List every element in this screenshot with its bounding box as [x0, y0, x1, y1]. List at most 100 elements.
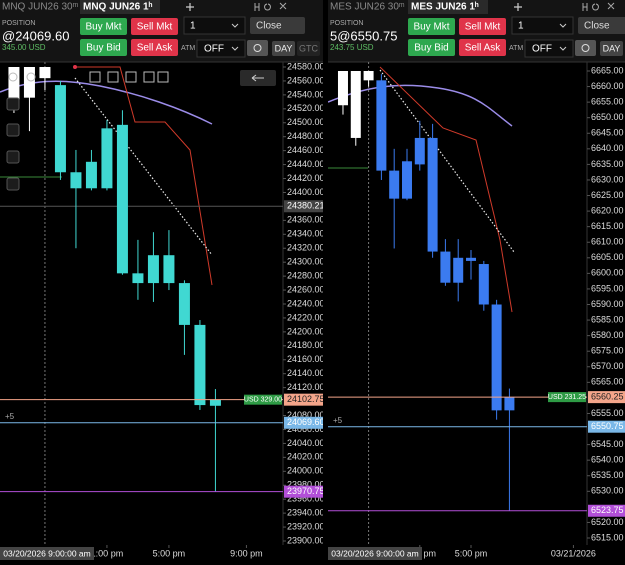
button-label[interactable]: Buy Mkt: [413, 22, 449, 33]
y-tick-label: 24160.00: [287, 354, 325, 364]
tif-button[interactable]: [272, 41, 295, 56]
button-label[interactable]: Sell Ask: [465, 43, 502, 54]
button[interactable]: [80, 18, 127, 35]
button[interactable]: [459, 18, 506, 35]
y-tick-label: 6615.00: [591, 221, 624, 231]
y-tick-label: 6540.00: [591, 455, 624, 465]
y-tick-label: 24060.00: [287, 424, 325, 434]
candle-body: [39, 67, 51, 79]
button-label[interactable]: Buy Bid: [86, 43, 120, 54]
quantity-box[interactable]: [511, 16, 574, 35]
tif-label[interactable]: DAY: [275, 43, 293, 53]
trend-line: [379, 69, 515, 253]
tab-icons[interactable]: [254, 2, 287, 11]
button-label[interactable]: Buy Bid: [414, 43, 448, 54]
button-label[interactable]: Buy Mkt: [85, 22, 121, 33]
button[interactable]: [80, 39, 127, 56]
y-tick-label: 6650.00: [591, 112, 624, 122]
position: 5@6550.75: [330, 28, 397, 43]
crosshair-price: 24380.21: [287, 201, 325, 211]
y-tick-label: 6585.00: [591, 314, 624, 324]
stop-line: [379, 66, 513, 313]
atm-state[interactable]: OFF: [204, 44, 224, 55]
tab[interactable]: MES JUN26 1ʰ: [411, 2, 479, 13]
price-tag-label: 6550.75: [591, 421, 624, 431]
y-tick-label: 6665.00: [591, 65, 624, 75]
y-tick-label: 6595.00: [591, 283, 624, 293]
close-label[interactable]: Close: [256, 21, 282, 32]
y-tick-label: 23920.00: [287, 521, 325, 531]
side-tool[interactable]: [6, 97, 20, 111]
y-tick-label: 24020.00: [287, 452, 325, 462]
button[interactable]: [408, 39, 455, 56]
y-tick-label: 6570.00: [591, 361, 624, 371]
candle-body: [427, 137, 438, 252]
button[interactable]: [131, 39, 178, 56]
y-tick-label: 24340.00: [287, 229, 325, 239]
button[interactable]: [459, 39, 506, 56]
tool-icon[interactable]: [89, 71, 101, 83]
zoom-icon[interactable]: [8, 72, 18, 82]
chevron: [231, 23, 239, 28]
quantity[interactable]: 1: [190, 21, 196, 32]
y-tick-label: 24580.00: [287, 61, 325, 71]
tab[interactable]: MNQ JUN26 30ᵐ: [2, 2, 79, 13]
y-tick-label: 24180.00: [287, 340, 325, 350]
tool-icon[interactable]: [107, 71, 119, 83]
close-button[interactable]: [250, 17, 305, 34]
offset-label: +5: [333, 416, 343, 425]
add-tab-icon[interactable]: [514, 3, 522, 11]
tab[interactable]: MNQ JUN26 1ʰ: [83, 2, 153, 13]
side-tool[interactable]: [6, 123, 20, 137]
button-label[interactable]: Sell Mkt: [465, 22, 501, 33]
y-tick-label: 6620.00: [591, 205, 624, 215]
y-tick-label: 24540.00: [287, 89, 325, 99]
y-tick-label: 24500.00: [287, 117, 325, 127]
settings-button[interactable]: [575, 40, 596, 56]
tif-label[interactable]: DAY: [603, 43, 621, 53]
tool-icon[interactable]: [157, 71, 169, 83]
zoom-icon[interactable]: [26, 72, 36, 82]
candle-body: [132, 273, 144, 284]
y-tick-label: 6530.00: [591, 486, 624, 496]
button[interactable]: [131, 18, 178, 35]
candle-body: [116, 124, 128, 274]
candle-body: [478, 264, 489, 305]
y-tick-label: 23960.00: [287, 494, 325, 504]
tab[interactable]: MES JUN26 30ᵐ: [330, 2, 405, 13]
candle-body: [209, 399, 221, 406]
side-tool[interactable]: [6, 150, 20, 164]
active-tab[interactable]: [80, 0, 160, 14]
pnl-tag: [548, 392, 586, 403]
close-button[interactable]: [578, 17, 625, 34]
tif-label[interactable]: GTC: [299, 43, 318, 53]
y-tick-label: 24420.00: [287, 173, 325, 183]
marker: [73, 65, 77, 69]
add-tab-icon[interactable]: [186, 3, 194, 11]
tool-icon[interactable]: [143, 71, 155, 83]
pnl-tag: [244, 394, 282, 405]
atm-select[interactable]: [196, 39, 246, 58]
tool-icon[interactable]: [125, 71, 137, 83]
plot: [0, 62, 283, 545]
y-tick-label: 24080.00: [287, 410, 325, 420]
quantity[interactable]: 1: [518, 21, 524, 32]
settings-button[interactable]: [247, 40, 268, 56]
x-tick-label: 5:00 pm: [153, 548, 186, 558]
button-label[interactable]: Sell Ask: [137, 43, 174, 54]
y-tick-label: 6610.00: [591, 237, 624, 247]
atm-state[interactable]: OFF: [532, 44, 552, 55]
active-tab[interactable]: [408, 0, 488, 14]
atm-select[interactable]: [524, 39, 574, 58]
gear-icon: [253, 44, 262, 52]
quantity-box[interactable]: [183, 16, 246, 35]
button-label[interactable]: Sell Mkt: [137, 22, 173, 33]
side-tool[interactable]: [6, 177, 20, 191]
close-label[interactable]: Close: [584, 21, 610, 32]
tif-button[interactable]: [600, 41, 623, 56]
button[interactable]: [408, 18, 455, 35]
tab-icons[interactable]: [582, 2, 615, 11]
candle-body: [504, 397, 515, 411]
tif-button[interactable]: [297, 41, 320, 56]
